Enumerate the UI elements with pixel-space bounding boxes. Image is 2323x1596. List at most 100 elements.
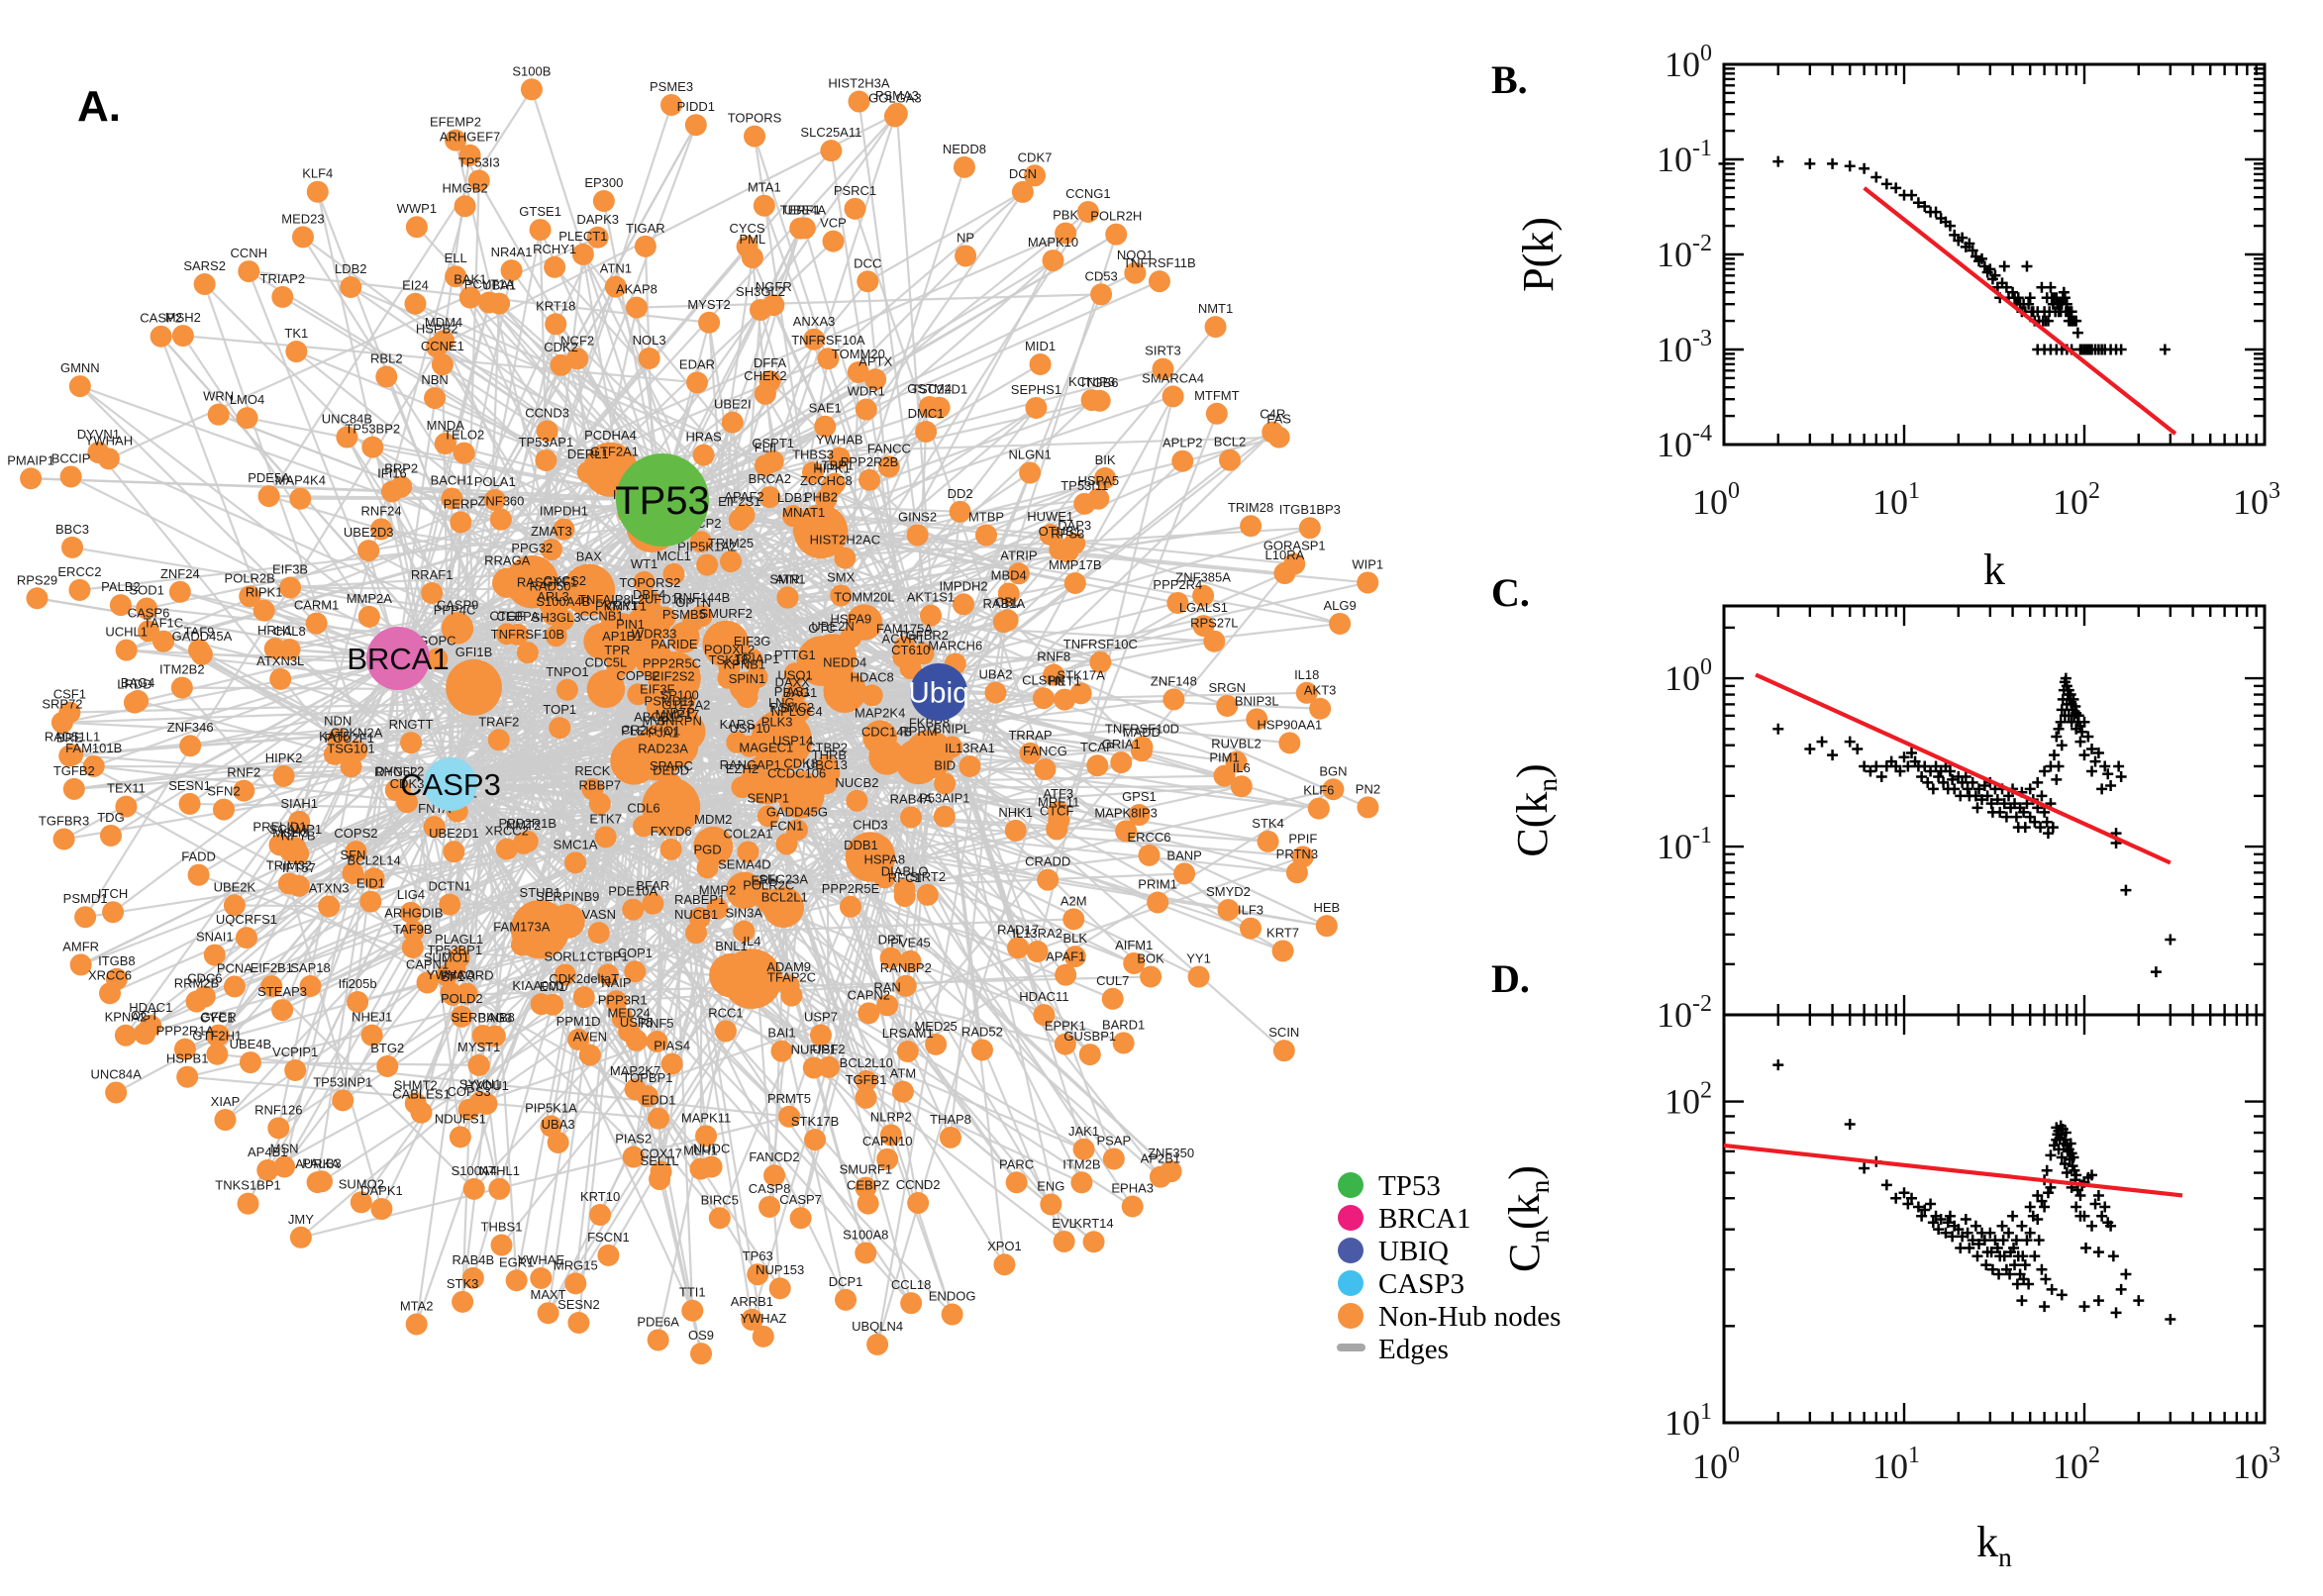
network-node bbox=[877, 455, 900, 478]
network-node-label: PPP2R1A bbox=[156, 1024, 215, 1039]
network-node bbox=[426, 648, 449, 670]
data-point bbox=[2049, 749, 2061, 761]
network-node bbox=[299, 975, 322, 998]
data-point bbox=[2039, 806, 2051, 818]
network-node bbox=[789, 1207, 812, 1230]
data-point bbox=[1957, 232, 1969, 244]
network-edge bbox=[289, 586, 872, 697]
network-node-label: SNRPN bbox=[656, 714, 702, 729]
network-node bbox=[606, 656, 629, 679]
network-node bbox=[846, 789, 868, 812]
data-point bbox=[2074, 736, 2086, 748]
data-point bbox=[2056, 704, 2068, 716]
network-edge bbox=[863, 621, 1215, 643]
network-edge bbox=[938, 431, 1273, 693]
network-node-label: CARM1 bbox=[294, 598, 340, 613]
network-node bbox=[1240, 917, 1262, 940]
network-node-label: BBC3 bbox=[55, 522, 89, 537]
network-node bbox=[993, 1253, 1016, 1276]
network-node-label: SEL1L bbox=[641, 1153, 679, 1168]
network-node bbox=[873, 866, 896, 889]
network-node bbox=[708, 1207, 731, 1230]
network-node-label: BAK1 bbox=[454, 272, 486, 287]
network-node-label: ZMAT3 bbox=[531, 524, 572, 539]
network-node bbox=[692, 444, 715, 466]
network-node-label: PSAP bbox=[1096, 1133, 1131, 1147]
network-node-label: RNF126 bbox=[254, 1102, 302, 1117]
network-node bbox=[739, 771, 761, 794]
data-point bbox=[1962, 783, 1973, 795]
network-edge bbox=[84, 340, 445, 918]
network-node-label: MAP4K4 bbox=[275, 473, 326, 488]
network-node-label: TAF9 bbox=[184, 625, 215, 640]
tick-label-10e0: 100 bbox=[1665, 654, 1712, 698]
data-point bbox=[2047, 822, 2059, 834]
data-point bbox=[2016, 1295, 2028, 1307]
network-edge bbox=[938, 459, 1184, 693]
network-node bbox=[554, 963, 576, 986]
data-point bbox=[2004, 1268, 2016, 1280]
network-node bbox=[1042, 249, 1064, 272]
network-node-label: ACVR1 bbox=[882, 632, 925, 647]
network-node bbox=[350, 1191, 372, 1214]
network-node bbox=[340, 275, 362, 298]
data-point bbox=[1906, 189, 1918, 201]
network-node bbox=[894, 974, 917, 997]
data-point bbox=[2099, 1201, 2111, 1213]
network-node-label: TP53INP1 bbox=[313, 1074, 372, 1089]
network-node bbox=[900, 1292, 923, 1315]
network-node-label: TOMM20 bbox=[832, 347, 885, 361]
network-edge bbox=[521, 761, 1122, 947]
data-point bbox=[1967, 776, 1978, 788]
network-node bbox=[203, 944, 226, 966]
network-node-label: RAD23A bbox=[638, 741, 688, 755]
network-node-label: CASP2 bbox=[140, 311, 182, 326]
data-point bbox=[2032, 1189, 2044, 1201]
network-node-label: PRMT5 bbox=[767, 1091, 811, 1106]
network-node-label: TNFRSF10B bbox=[491, 627, 564, 642]
network-node bbox=[357, 540, 380, 562]
network-node-label: IL4 bbox=[743, 934, 760, 948]
network-edge bbox=[426, 783, 453, 983]
network-node-labels: POLR2C MNDA Ifi205b POLR2B ZNF24 USF2 XRCC2 BCC… bbox=[7, 63, 1383, 1343]
data-point bbox=[1902, 760, 1914, 772]
network-node bbox=[185, 990, 208, 1013]
data-point bbox=[1890, 182, 1902, 194]
network-node-label: S100A4B bbox=[536, 594, 590, 609]
network-node-label: SNAI1 bbox=[196, 930, 234, 945]
network-node-label: GFI1B bbox=[455, 645, 493, 659]
network-node bbox=[20, 467, 43, 490]
network-node-label: LDB2 bbox=[335, 261, 367, 276]
network-node-label: PALB3 bbox=[302, 1155, 342, 1170]
tick-label-10e-3: 10-3 bbox=[1657, 326, 1712, 369]
network-node bbox=[622, 898, 645, 921]
data-point bbox=[1997, 1235, 2009, 1247]
network-node bbox=[401, 936, 424, 958]
network-node bbox=[1357, 571, 1379, 594]
network-edge bbox=[681, 256, 754, 732]
network-node-label: ZCCHC8 bbox=[800, 473, 853, 488]
network-node bbox=[564, 851, 587, 874]
network-node bbox=[660, 93, 683, 116]
network-node bbox=[495, 838, 518, 860]
network-node bbox=[233, 779, 255, 802]
network-node bbox=[1203, 630, 1226, 652]
network-node bbox=[777, 1105, 800, 1128]
network-node-label: RAD52 bbox=[961, 1024, 1003, 1039]
network-node-label: BAG1 bbox=[783, 685, 818, 700]
network-node bbox=[662, 562, 685, 585]
network-node-label: S100A4 bbox=[452, 1163, 497, 1178]
network-node-label: SRGN bbox=[1209, 680, 1247, 695]
data-point bbox=[1964, 238, 1975, 249]
network-node bbox=[864, 368, 887, 391]
network-node bbox=[763, 1164, 786, 1187]
network-node bbox=[625, 296, 648, 319]
network-node-label: PMAIP1 bbox=[7, 452, 54, 467]
network-node-label: CRADD bbox=[1025, 854, 1070, 869]
network-node bbox=[318, 895, 341, 918]
network-node-label: RASGRF1 bbox=[517, 574, 577, 589]
data-point bbox=[1880, 1179, 1892, 1191]
network-node-label: SMYD2 bbox=[1206, 884, 1251, 899]
network-node-label: SMARCA4 bbox=[1142, 370, 1204, 385]
network-node bbox=[370, 1198, 393, 1221]
